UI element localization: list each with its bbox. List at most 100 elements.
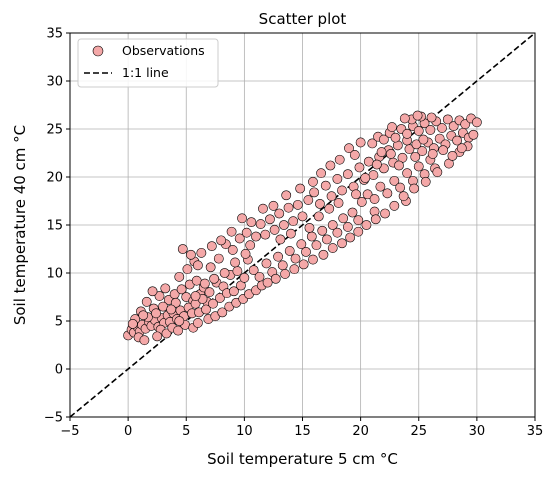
data-point bbox=[338, 213, 349, 224]
legend-label-observations: Observations bbox=[122, 43, 205, 58]
data-point bbox=[413, 161, 424, 172]
data-point bbox=[309, 187, 320, 198]
y-tick-label: 15 bbox=[46, 219, 63, 234]
data-point bbox=[390, 132, 401, 143]
data-point bbox=[349, 150, 360, 160]
data-point bbox=[182, 264, 193, 275]
data-point bbox=[437, 123, 447, 133]
data-point bbox=[275, 234, 286, 245]
data-point bbox=[191, 275, 202, 286]
data-point bbox=[265, 214, 275, 225]
data-point bbox=[371, 159, 382, 170]
data-point bbox=[177, 244, 188, 254]
x-tick-label: 25 bbox=[410, 424, 427, 439]
data-point bbox=[326, 191, 337, 202]
data-point bbox=[206, 241, 217, 252]
data-point bbox=[411, 139, 422, 150]
data-point bbox=[245, 240, 256, 251]
data-point bbox=[320, 180, 331, 191]
data-point bbox=[234, 233, 245, 244]
data-point bbox=[268, 200, 279, 211]
data-point bbox=[394, 160, 404, 171]
data-point bbox=[209, 273, 220, 284]
data-point bbox=[192, 318, 203, 328]
data-point bbox=[232, 266, 243, 276]
data-point bbox=[290, 253, 301, 264]
data-point bbox=[418, 134, 429, 145]
data-point bbox=[387, 122, 397, 132]
data-point bbox=[389, 200, 400, 211]
data-point bbox=[285, 228, 296, 239]
data-point bbox=[170, 297, 181, 308]
data-point bbox=[322, 234, 332, 245]
data-point bbox=[427, 149, 438, 159]
data-point bbox=[239, 272, 250, 283]
data-point bbox=[158, 301, 168, 312]
data-point bbox=[370, 214, 381, 225]
data-point bbox=[190, 291, 201, 301]
data-point bbox=[363, 156, 374, 167]
data-point bbox=[425, 125, 436, 135]
x-axis-label: Soil temperature 5 cm °C bbox=[207, 450, 398, 468]
chart-title: Scatter plot bbox=[259, 10, 347, 28]
data-point bbox=[161, 328, 172, 339]
data-point bbox=[151, 308, 161, 319]
data-point bbox=[254, 271, 265, 282]
y-tick-label: −5 bbox=[44, 411, 63, 426]
data-point bbox=[448, 121, 459, 132]
data-point bbox=[471, 117, 482, 128]
y-tick-label: 35 bbox=[46, 27, 63, 42]
data-point bbox=[344, 143, 354, 154]
data-point bbox=[226, 226, 237, 237]
y-tick-label: 10 bbox=[46, 267, 63, 282]
data-point bbox=[296, 239, 307, 250]
data-point bbox=[332, 227, 343, 238]
data-point bbox=[283, 202, 294, 213]
data-point bbox=[260, 229, 271, 240]
y-tick-label: 25 bbox=[46, 123, 63, 138]
data-point bbox=[269, 224, 280, 235]
data-point bbox=[289, 264, 300, 275]
legend-label-1to1: 1:1 line bbox=[122, 65, 169, 80]
data-point bbox=[201, 304, 211, 315]
y-tick-label: 20 bbox=[46, 171, 63, 186]
data-point bbox=[382, 188, 393, 199]
data-point bbox=[438, 145, 449, 156]
data-point bbox=[270, 273, 281, 284]
y-axis-label: Soil temperature 40 cm °C bbox=[11, 125, 29, 325]
data-point bbox=[258, 203, 268, 214]
data-point bbox=[292, 199, 303, 210]
x-tick-label: 15 bbox=[294, 424, 311, 439]
data-point bbox=[278, 220, 289, 230]
data-point bbox=[452, 135, 463, 146]
data-point bbox=[213, 253, 224, 264]
data-point bbox=[176, 284, 187, 295]
data-point bbox=[334, 154, 345, 165]
data-point bbox=[205, 262, 216, 273]
data-point bbox=[199, 278, 210, 289]
legend-marker-observations bbox=[92, 45, 104, 57]
x-tick-label: 0 bbox=[124, 424, 132, 439]
data-point bbox=[367, 138, 378, 149]
data-point bbox=[389, 175, 400, 186]
data-point bbox=[412, 110, 423, 121]
data-point bbox=[173, 325, 184, 336]
reference-line-layer bbox=[69, 32, 536, 418]
data-point bbox=[141, 296, 152, 307]
data-point bbox=[311, 240, 322, 251]
data-point bbox=[369, 194, 380, 204]
data-point bbox=[380, 208, 390, 219]
data-point bbox=[426, 112, 437, 123]
data-point bbox=[273, 251, 283, 262]
x-tick-label: 10 bbox=[236, 424, 253, 439]
data-point bbox=[301, 246, 311, 257]
data-point bbox=[152, 331, 163, 342]
data-point bbox=[325, 160, 336, 171]
data-point bbox=[216, 235, 227, 246]
data-point bbox=[246, 217, 257, 228]
data-point bbox=[434, 133, 445, 144]
x-tick-label: −5 bbox=[60, 424, 79, 439]
data-point bbox=[402, 168, 413, 179]
data-point bbox=[160, 283, 171, 294]
data-point bbox=[345, 232, 356, 243]
